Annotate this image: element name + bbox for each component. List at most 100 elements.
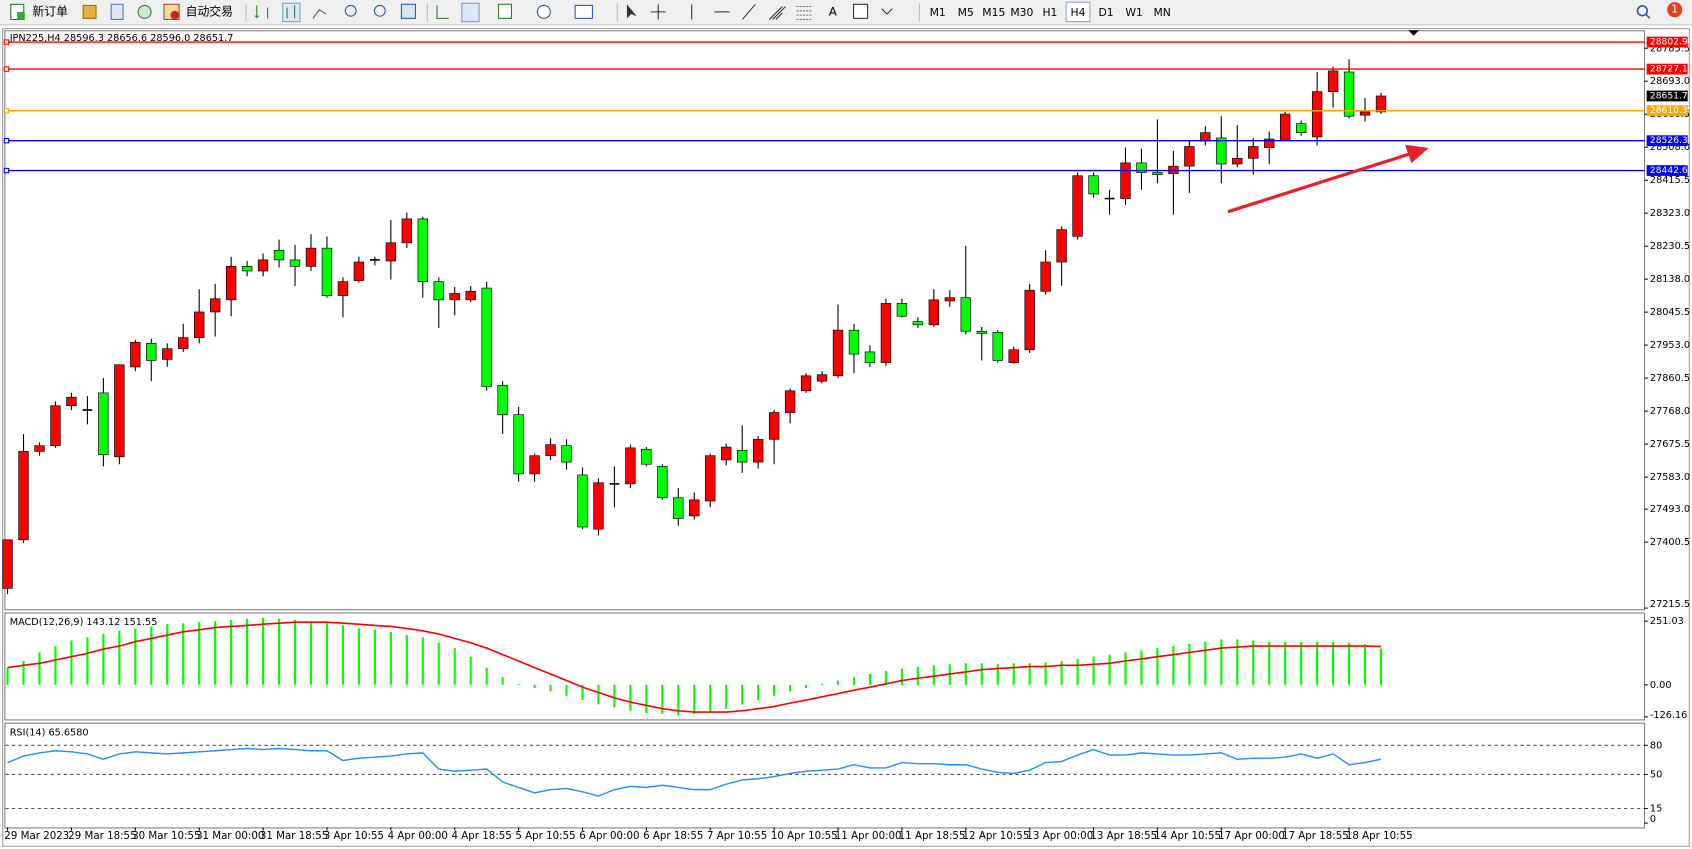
candle-body: [1136, 162, 1147, 173]
icon[interactable]: [137, 4, 152, 19]
candle: [257, 253, 269, 277]
icon[interactable]: [373, 4, 386, 17]
candle-body: [768, 412, 780, 440]
candle: [1184, 140, 1195, 193]
candle: [130, 339, 141, 372]
icon[interactable]: [741, 3, 756, 20]
icon[interactable]: [436, 5, 449, 19]
timeframe-button[interactable]: H4: [1065, 1, 1091, 23]
timeframe-button[interactable]: M30: [1010, 6, 1033, 19]
x-tick-label: 30 Mar 10:55: [132, 830, 200, 842]
candle-body: [1120, 162, 1131, 199]
notification-badge[interactable]: [1667, 2, 1683, 18]
timeframe-button[interactable]: M15: [982, 6, 1005, 19]
timeframe-button[interactable]: W1: [1125, 6, 1143, 19]
candle: [593, 478, 604, 536]
rsi-panel: [4, 722, 1646, 829]
y-tick-label: 28323.0: [1650, 208, 1690, 219]
icon[interactable]: [853, 3, 869, 19]
icon[interactable]: [461, 2, 480, 23]
icon[interactable]: [286, 5, 296, 19]
search-icon[interactable]: [1645, 13, 1651, 19]
candle-body: [625, 447, 636, 485]
candle-body: [880, 303, 892, 363]
icon[interactable]: [796, 5, 812, 20]
x-tick-label: 17 Apr 00:00: [1218, 830, 1285, 842]
candle: [1311, 71, 1323, 146]
icon[interactable]: [254, 5, 269, 19]
icon[interactable]: [536, 4, 551, 19]
candle: [800, 373, 812, 393]
candle-body: [481, 287, 492, 387]
last-price-tag: [1646, 90, 1688, 102]
timeframe-button[interactable]: D1: [1098, 6, 1113, 19]
y-tick-label: 27768.0: [1650, 406, 1690, 417]
timeframe-label: W1: [1125, 6, 1143, 19]
timeframe-button[interactable]: M5: [958, 6, 974, 19]
candle: [1359, 98, 1371, 122]
timeframe-button[interactable]: M1: [930, 6, 946, 19]
candle: [752, 436, 764, 469]
icon[interactable]: [497, 3, 513, 19]
timeframe-label: D1: [1098, 6, 1113, 19]
candle-body: [1232, 157, 1243, 165]
timeframe-button[interactable]: H1: [1042, 6, 1057, 19]
candle: [928, 289, 940, 327]
icon[interactable]: [82, 4, 97, 19]
candle-body: [337, 281, 349, 296]
icon[interactable]: [574, 4, 593, 19]
level-tag: [1646, 135, 1688, 147]
shift-marker: [1408, 30, 1419, 36]
candle-body: [1040, 261, 1051, 292]
new-order-button[interactable]: 新订单: [10, 3, 68, 20]
candle-body: [1216, 137, 1227, 165]
active-frame: [1065, 1, 1091, 23]
icon[interactable]: [312, 8, 327, 19]
candle: [992, 330, 1003, 363]
candle: [1152, 119, 1163, 184]
x-tick-label: 10 Apr 10:55: [771, 830, 838, 842]
icon[interactable]: [626, 4, 637, 19]
candle: [880, 298, 892, 366]
candle: [241, 260, 253, 277]
icon[interactable]: A: [829, 4, 838, 18]
candle-body: [114, 364, 125, 458]
icon: [17, 11, 25, 20]
candle-body: [721, 446, 732, 461]
candle-body: [752, 438, 764, 463]
candle: [1136, 148, 1147, 190]
search-icon[interactable]: [1636, 5, 1649, 17]
candle: [273, 239, 285, 268]
candle-body: [273, 249, 285, 261]
icon[interactable]: [769, 6, 786, 20]
icon[interactable]: [110, 3, 124, 20]
candle: [370, 256, 380, 266]
icon[interactable]: [400, 3, 416, 19]
auto-trading-button[interactable]: 自动交易: [163, 3, 233, 20]
candle: [50, 401, 61, 448]
candle: [209, 283, 221, 337]
icon[interactable]: [881, 8, 893, 15]
icon[interactable]: [282, 2, 301, 23]
candle-body: [146, 343, 157, 361]
icon[interactable]: [650, 4, 666, 20]
candle: [816, 371, 828, 384]
timeframe-button[interactable]: MN: [1153, 6, 1170, 19]
candle-body: [737, 450, 748, 463]
candle: [82, 396, 93, 425]
candle-body: [641, 448, 652, 465]
level-tag: [1646, 165, 1688, 176]
candle: [768, 410, 780, 465]
x-tick-label: 11 Apr 00:00: [835, 830, 902, 842]
candle: [1248, 137, 1259, 175]
candle: [1264, 131, 1275, 164]
candle: [481, 281, 492, 391]
x-tick-label: 7 Apr 10:55: [707, 830, 767, 842]
candle: [944, 290, 955, 307]
candle-body: [1280, 113, 1291, 141]
icon[interactable]: [344, 4, 357, 17]
x-tick-label: 12 Apr 10:55: [963, 830, 1030, 842]
candle-body: [1375, 95, 1387, 113]
candle: [545, 438, 556, 460]
